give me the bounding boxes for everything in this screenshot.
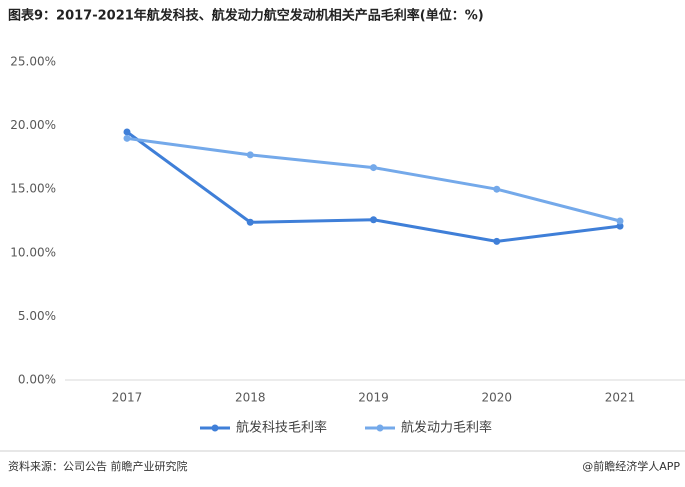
point — [246, 218, 254, 226]
legend-marker — [376, 424, 384, 432]
y-tick-label: 10.00% — [10, 245, 56, 259]
legend-label: 航发科技毛利率 — [236, 420, 327, 436]
point — [616, 217, 624, 225]
x-tick-label: 2019 — [358, 391, 389, 405]
y-tick-label: 15.00% — [10, 182, 56, 196]
point — [123, 128, 131, 136]
credit: @前瞻经济学人APP — [582, 459, 680, 473]
source: 资料来源：公司公告 前瞻产业研究院 — [8, 459, 188, 473]
series-line — [126, 136, 621, 223]
x-tick-label: 2018 — [235, 391, 266, 405]
x-tick-label: 2017 — [112, 391, 143, 405]
point — [370, 216, 377, 224]
x-tick-label: 2021 — [605, 391, 636, 405]
legend-label: 航发动力毛利率 — [401, 420, 492, 436]
chart-title: 图表9：2017-2021年航发科技、航发动力航空发动机相关产品毛利率(单位：%… — [8, 8, 484, 24]
point — [493, 185, 501, 193]
point — [493, 237, 501, 245]
point — [370, 164, 377, 172]
y-tick-label: 20.00% — [10, 118, 56, 132]
y-tick-label: 25.00% — [10, 55, 56, 69]
point — [616, 222, 624, 230]
legend-marker — [211, 424, 219, 432]
y-tick-label: 0.00% — [18, 373, 56, 387]
point — [246, 151, 254, 159]
x-tick-label: 2020 — [481, 391, 512, 405]
y-tick-label: 5.00% — [18, 309, 56, 323]
point — [123, 134, 131, 142]
